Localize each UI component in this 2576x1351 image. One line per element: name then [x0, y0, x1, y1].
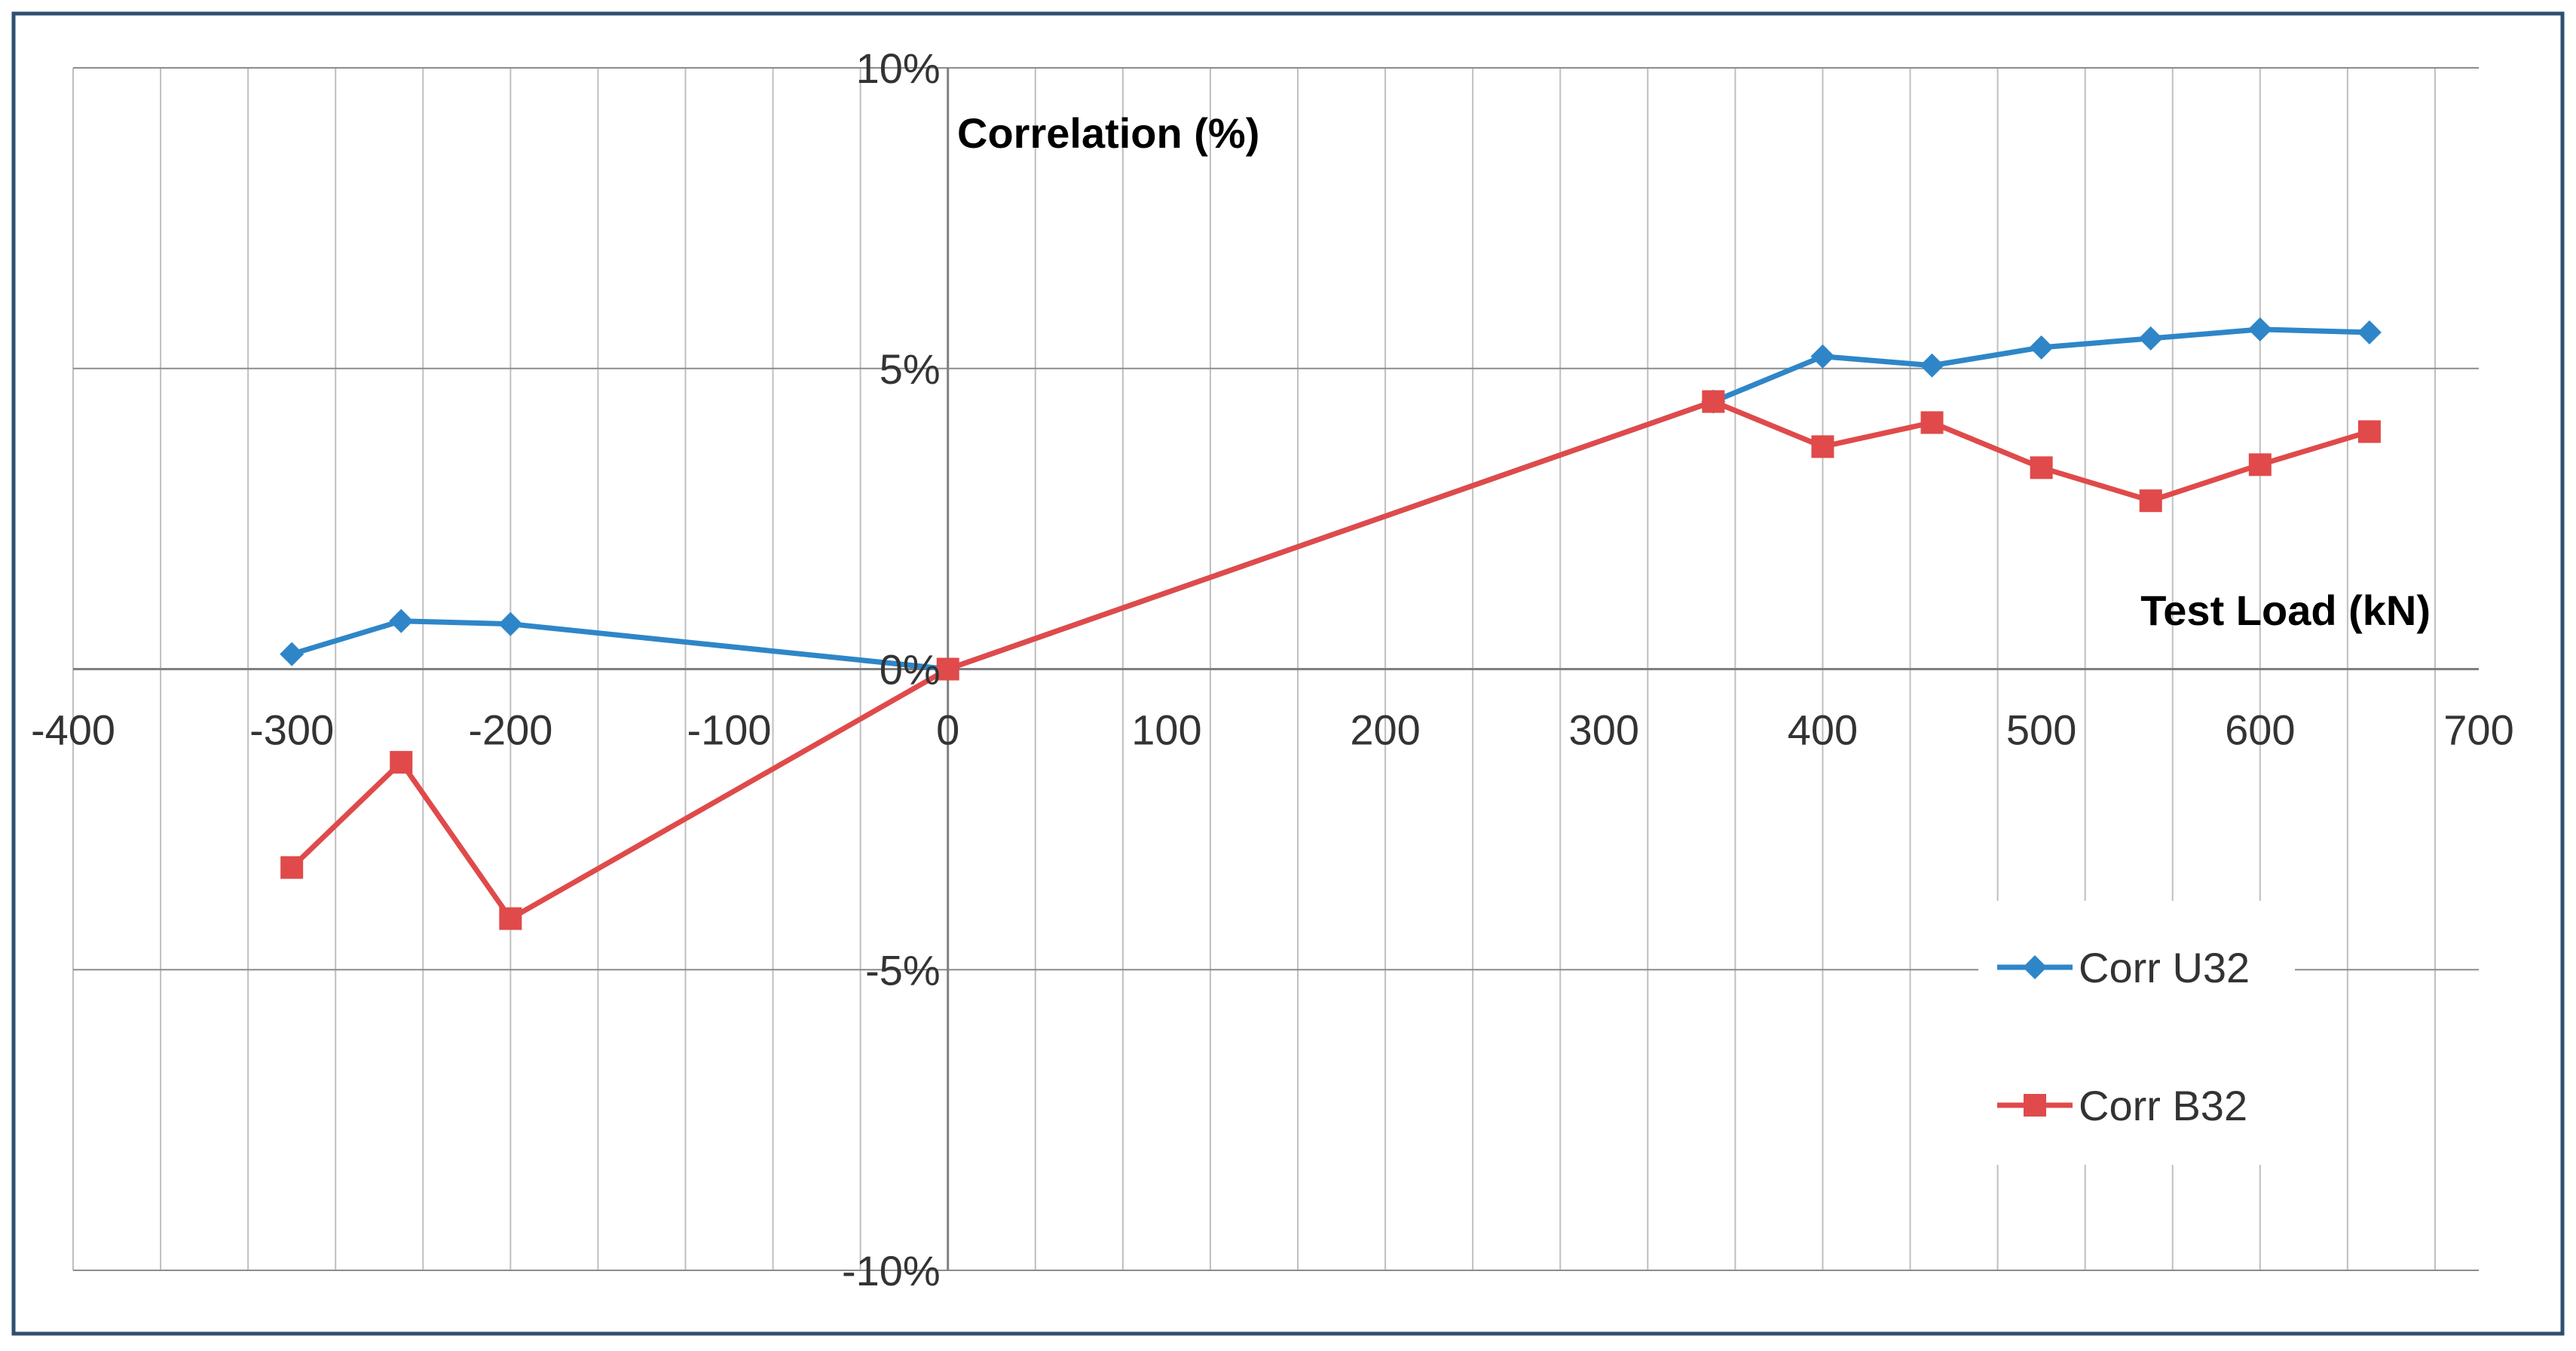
- x-tick-label: 0: [936, 706, 959, 754]
- y-tick-label: -10%: [842, 1247, 941, 1294]
- data-point-diamond: [2029, 335, 2054, 360]
- data-point-square: [936, 657, 959, 681]
- y-tick-label: -5%: [865, 946, 941, 994]
- data-point-diamond: [498, 611, 523, 636]
- legend-background: [1978, 901, 2295, 1165]
- legend-marker-diamond: [2023, 955, 2047, 979]
- data-point-diamond: [1810, 344, 1835, 369]
- x-tick-label: 400: [1788, 706, 1858, 754]
- data-point-square: [2030, 456, 2053, 479]
- x-tick-label: 100: [1131, 706, 1201, 754]
- y-tick-label: 5%: [880, 345, 941, 393]
- data-point-diamond: [1920, 353, 1944, 378]
- data-point-square: [2357, 420, 2381, 443]
- data-point-square: [390, 751, 413, 774]
- x-tick-label: 600: [2225, 706, 2295, 754]
- legend-label: Corr B32: [2079, 1082, 2247, 1129]
- data-point-diamond: [389, 608, 414, 633]
- data-point-square: [2248, 453, 2272, 476]
- x-tick-label: 300: [1569, 706, 1639, 754]
- data-point-square: [2139, 489, 2162, 513]
- y-tick-label: 0%: [880, 646, 941, 694]
- data-point-square: [1811, 435, 1834, 458]
- data-point-square: [499, 907, 522, 930]
- x-tick-label: -100: [687, 706, 771, 754]
- x-tick-label: -300: [249, 706, 334, 754]
- data-point-square: [1920, 411, 1944, 434]
- x-tick-label: 500: [2006, 706, 2076, 754]
- legend-label: Corr U32: [2079, 944, 2250, 991]
- data-point-square: [280, 856, 304, 879]
- x-tick-label: -400: [31, 706, 115, 754]
- data-point-diamond: [2247, 317, 2272, 342]
- legend: Corr U32 Corr B32: [1978, 901, 2295, 1165]
- data-point-diamond: [2357, 320, 2382, 345]
- series-lines: [280, 317, 2382, 930]
- legend-marker-square: [2024, 1094, 2046, 1117]
- tick-labels: -400 -300 -200 -100 0 100 200 300 400 500 600 700 10…: [31, 44, 2514, 1294]
- y-tick-label: 10%: [856, 44, 941, 92]
- data-point-diamond: [2138, 326, 2163, 351]
- data-point-square: [1702, 390, 1725, 413]
- x-tick-label: 700: [2443, 706, 2513, 754]
- x-axis-title: Test Load (kN): [2140, 587, 2431, 634]
- x-tick-label: -200: [468, 706, 552, 754]
- y-axis-title: Correlation (%): [957, 109, 1259, 157]
- data-point-diamond: [280, 642, 304, 666]
- x-tick-label: 200: [1350, 706, 1420, 754]
